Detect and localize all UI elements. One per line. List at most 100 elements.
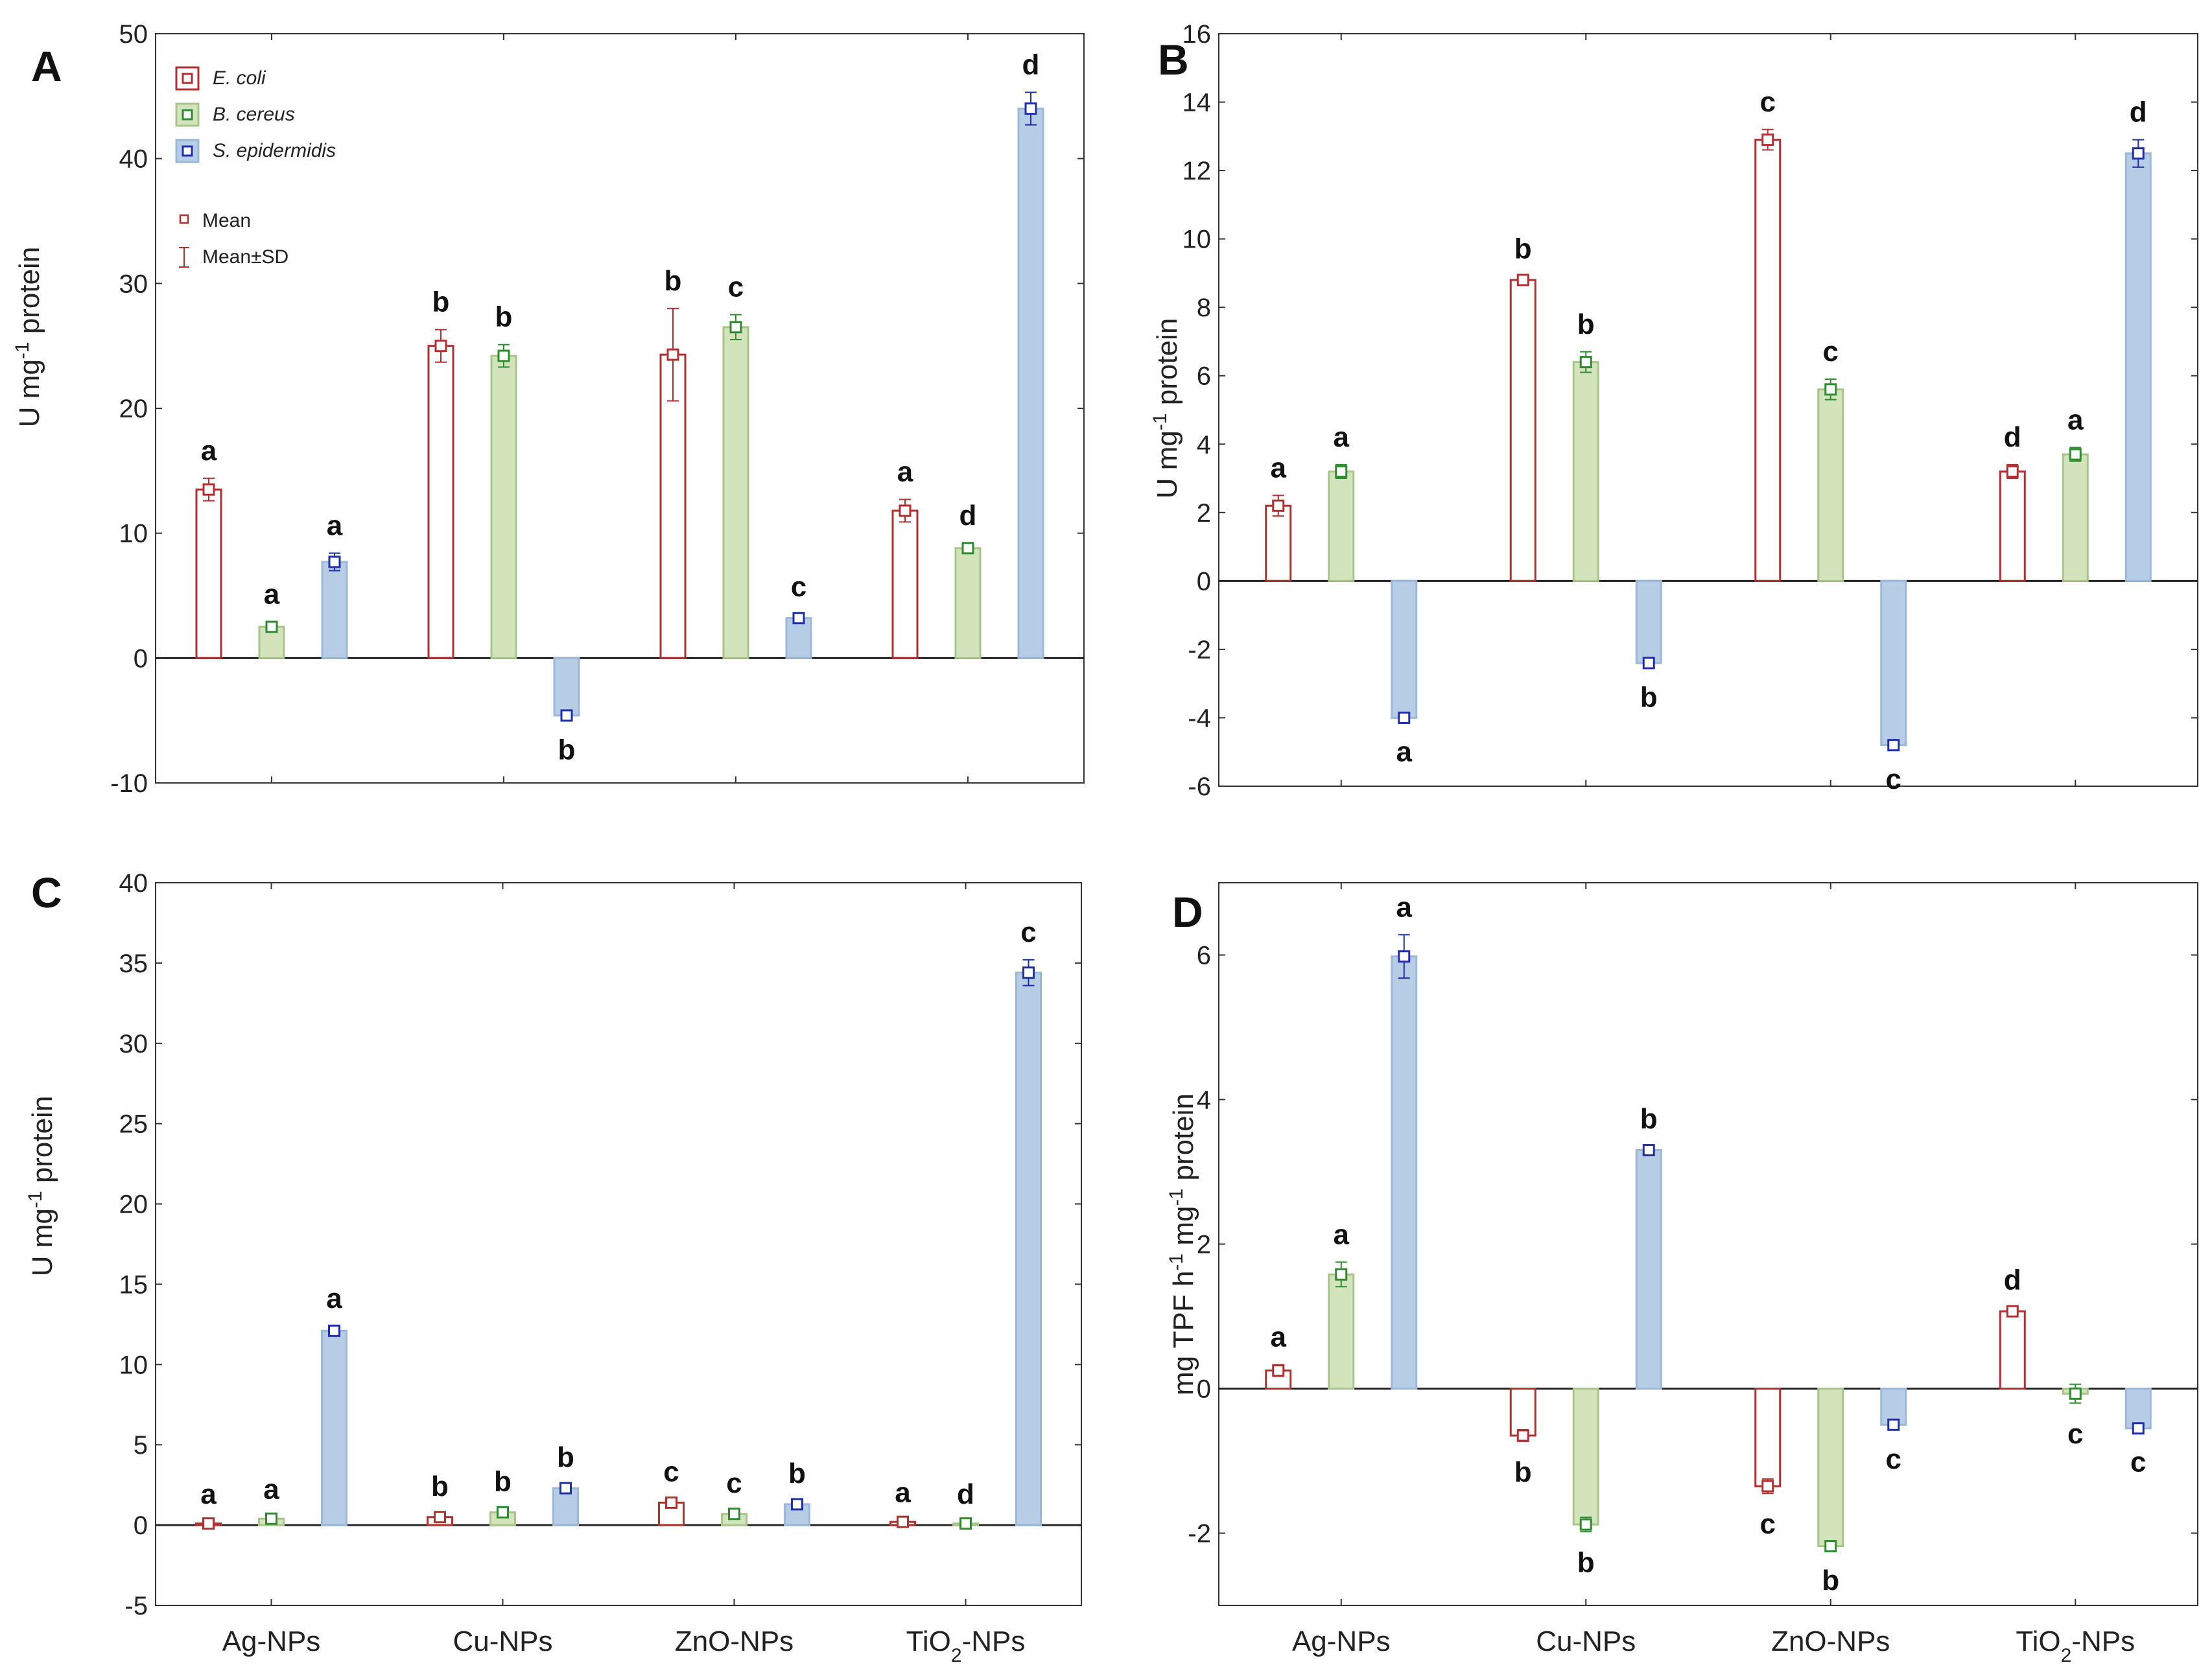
legend-swatch: [175, 102, 200, 127]
significance-letter: c: [1020, 916, 1036, 948]
bar-sepidermidis: [1880, 579, 1907, 747]
panel-letter: D: [1172, 888, 1203, 936]
x-category-label: TiO2-NPs: [906, 1626, 1026, 1666]
legend-mean-label: Mean: [202, 210, 251, 231]
significance-letter: d: [2004, 421, 2021, 453]
mean-marker: [665, 1496, 677, 1509]
bar-sepidermidis: [1635, 579, 1662, 664]
significance-letter: b: [1640, 1103, 1658, 1135]
significance-letter: b: [1514, 233, 1532, 265]
mean-marker: [202, 1517, 215, 1530]
y-tick-label: 16: [1182, 20, 1212, 49]
significance-letter: b: [1822, 1565, 1839, 1596]
x-category-label: Ag-NPs: [1292, 1626, 1391, 1657]
significance-letter: a: [1334, 421, 1350, 453]
y-axis-label: mg TPF h-1 mg-1 protein: [1166, 1093, 1200, 1395]
significance-letter: c: [2130, 1446, 2146, 1478]
mean-marker: [560, 709, 573, 722]
mean-marker: [959, 1517, 972, 1530]
mean-marker: [2132, 1422, 2145, 1435]
bar-sepidermidis: [1017, 108, 1044, 659]
legend-label: B. cereus: [213, 104, 295, 125]
bar-bcereus: [954, 547, 982, 659]
mean-marker: [728, 1508, 740, 1521]
mean-marker: [1272, 1364, 1285, 1377]
panel-letter: A: [31, 42, 62, 90]
significance-letter: d: [959, 500, 977, 531]
y-tick-label: 30: [119, 1030, 148, 1058]
significance-letter: d: [2130, 97, 2147, 128]
significance-letter: a: [897, 456, 913, 488]
significance-letter: b: [432, 286, 450, 318]
bar-ecoli: [1999, 1310, 2026, 1390]
panel-b: -6 -4 -2 0 2 4 6 8 10 12 14 16 a b c d a b c a a b c d B U mg-1 p…: [1149, 20, 2198, 801]
y-tick-label: 2: [1197, 499, 1211, 528]
significance-letter: d: [1022, 49, 1040, 81]
y-tick-label: 30: [119, 270, 148, 298]
significance-letter: a: [326, 1283, 342, 1314]
y-tick-label: 4: [1197, 430, 1211, 459]
x-category-label: Cu-NPs: [1536, 1626, 1636, 1657]
y-tick-label: 25: [119, 1110, 148, 1139]
significance-letter: a: [264, 578, 280, 610]
y-tick-label: -5: [124, 1592, 148, 1620]
mean-marker: [1579, 356, 1592, 369]
y-tick-label: 6: [1197, 942, 1211, 970]
y-tick-label: 10: [1182, 226, 1212, 254]
mean-marker: [1335, 1268, 1348, 1281]
significance-letter: b: [788, 1458, 806, 1489]
significance-letter: b: [1577, 1546, 1595, 1578]
mean-marker: [1398, 711, 1411, 724]
bar-sepidermidis: [2124, 152, 2152, 582]
significance-letter: c: [1886, 763, 1901, 795]
legend-mean-marker: [179, 214, 189, 224]
y-axis-label: U mg-1 protein: [25, 1096, 59, 1277]
mean-marker: [899, 504, 912, 517]
mean-marker: [666, 348, 679, 361]
y-tick-label: 0: [134, 644, 148, 673]
mean-marker: [2069, 1387, 2082, 1400]
mean-marker: [265, 1512, 277, 1525]
mean-marker: [1642, 657, 1655, 670]
significance-letter: a: [2067, 404, 2084, 436]
y-tick-label: 20: [119, 395, 148, 423]
y-tick-label: -2: [1188, 1520, 1211, 1548]
bar-ecoli: [891, 509, 919, 659]
mean-marker: [1272, 499, 1285, 512]
y-tick-label: -10: [110, 769, 148, 798]
bar-ecoli: [1509, 279, 1536, 582]
significance-letter: c: [791, 571, 806, 603]
significance-letter: c: [2067, 1418, 2083, 1450]
significance-letter: a: [1396, 891, 1413, 923]
significance-letter: c: [1760, 1508, 1776, 1540]
mean-marker: [1824, 1540, 1837, 1553]
bar-sepidermidis: [1391, 579, 1418, 719]
mean-marker: [1761, 134, 1774, 146]
significance-letter: a: [263, 1474, 279, 1506]
y-tick-label: 5: [134, 1431, 148, 1460]
panel-letter: B: [1158, 36, 1189, 84]
y-axis-label: U mg-1 protein: [12, 247, 46, 428]
mean-marker: [1887, 739, 1900, 752]
mean-marker: [1642, 1144, 1655, 1157]
mean-marker: [961, 542, 974, 555]
mean-marker: [897, 1515, 909, 1528]
x-category-label: ZnO-NPs: [1771, 1626, 1890, 1657]
bar-ecoli: [195, 488, 222, 659]
significance-letter: b: [557, 1441, 574, 1473]
mean-marker: [497, 1506, 509, 1519]
mean-marker: [202, 483, 215, 496]
legend-sd-label: Mean±SD: [202, 246, 288, 268]
significance-letter: b: [495, 301, 513, 333]
bar-sepidermidis: [1391, 955, 1418, 1390]
bar-ecoli: [1754, 139, 1782, 582]
mean-marker: [1516, 274, 1529, 286]
significance-letter: a: [201, 435, 217, 467]
mean-marker: [328, 555, 341, 568]
mean-marker: [265, 620, 278, 633]
bar-ecoli: [427, 345, 454, 659]
y-tick-label: 14: [1182, 89, 1212, 117]
significance-letter: b: [1514, 1456, 1532, 1488]
legend-swatch-marker: [182, 145, 193, 157]
plot-frame: [1218, 33, 2198, 787]
